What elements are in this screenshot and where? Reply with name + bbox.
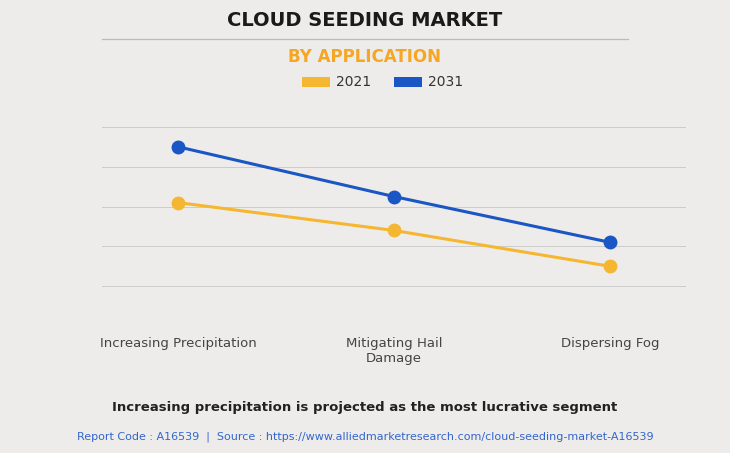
Text: Increasing precipitation is projected as the most lucrative segment: Increasing precipitation is projected as… bbox=[112, 401, 618, 414]
Text: Report Code : A16539  |  Source : https://www.alliedmarketresearch.com/cloud-see: Report Code : A16539 | Source : https://… bbox=[77, 431, 653, 442]
Text: 2021: 2021 bbox=[336, 75, 371, 88]
Text: 2031: 2031 bbox=[428, 75, 463, 88]
Text: CLOUD SEEDING MARKET: CLOUD SEEDING MARKET bbox=[227, 11, 503, 30]
Text: BY APPLICATION: BY APPLICATION bbox=[288, 48, 442, 66]
